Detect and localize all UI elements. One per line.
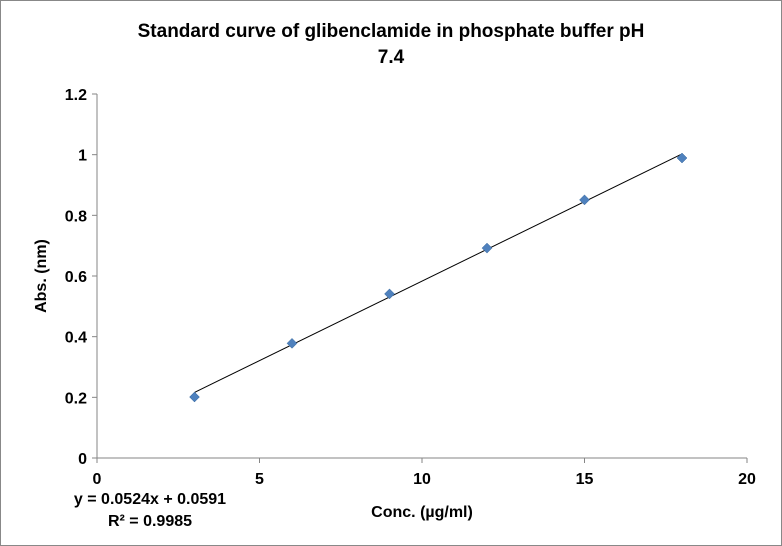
data-point — [384, 288, 395, 300]
data-point — [676, 152, 688, 164]
y-axis-label: Abs. (nm) — [33, 239, 50, 313]
chart-title-line2: 7.4 — [378, 47, 405, 68]
data-point — [189, 391, 200, 403]
data-point — [286, 337, 298, 349]
x-tick-label: 10 — [413, 471, 431, 488]
y-tick-label: 1 — [78, 148, 87, 165]
y-tick-label: 0.2 — [65, 390, 87, 407]
y-tick-label: 0.8 — [65, 208, 87, 225]
y-tick-label: 0.4 — [65, 330, 87, 347]
y-tick-label: 0 — [78, 451, 87, 468]
x-tick-label: 5 — [255, 471, 264, 488]
chart-title-line1: Standard curve of glibenclamide in phosp… — [138, 21, 645, 42]
x-axis-label: Conc. (µg/ml) — [371, 504, 473, 521]
x-tick-label: 0 — [93, 471, 102, 488]
y-tick-label: 1.2 — [65, 87, 87, 104]
x-tick-label: 15 — [576, 471, 594, 488]
r-squared-label: R² = 0.9985 — [108, 513, 192, 530]
trendline-equation: y = 0.0524x + 0.0591 — [74, 491, 226, 508]
data-point — [481, 242, 493, 254]
x-tick-label: 20 — [738, 471, 756, 488]
data-point — [579, 194, 590, 206]
trendline — [194, 153, 683, 393]
y-tick-label: 0.6 — [65, 269, 87, 286]
